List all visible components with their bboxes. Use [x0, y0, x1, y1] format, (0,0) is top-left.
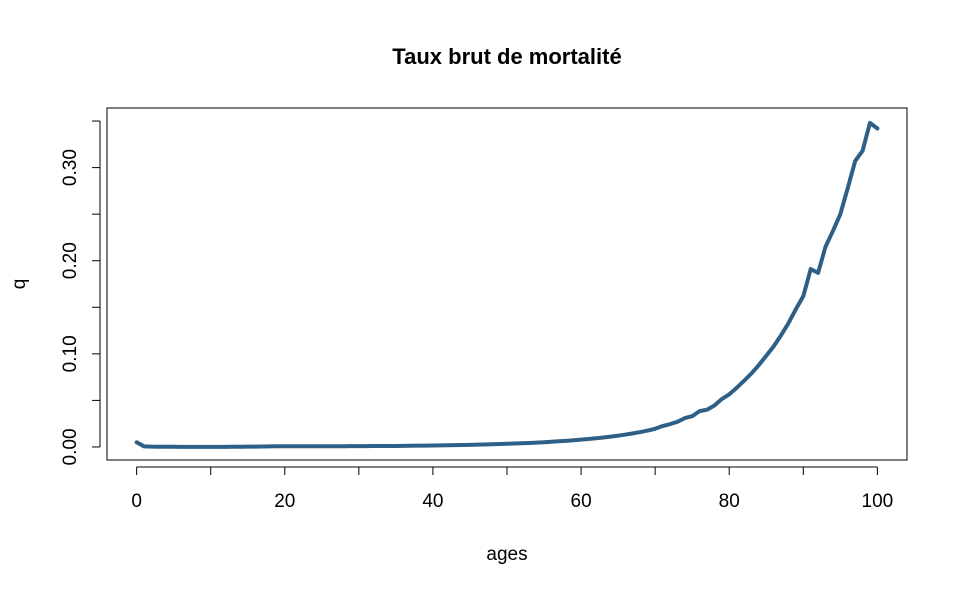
x-axis: 0 20 40 60 80 100: [131, 466, 894, 512]
x-tick-label: 20: [274, 491, 295, 512]
y-axis: 0.00 0.10 0.20 0.30: [60, 120, 101, 465]
x-tick-label: 60: [571, 491, 592, 512]
chart-title: Taux brut de mortalité: [392, 44, 621, 69]
y-tick-label: 0.20: [60, 242, 81, 279]
y-tick-label: 0.00: [60, 428, 81, 465]
y-axis-label: q: [9, 279, 30, 290]
x-tick-label: 100: [862, 491, 894, 512]
y-tick-label: 0.30: [60, 149, 81, 186]
y-tick-label: 0.10: [60, 335, 81, 372]
mortality-line: [134, 120, 880, 449]
x-tick-label: 0: [131, 491, 142, 512]
x-axis-label: ages: [486, 544, 527, 565]
x-tick-label: 40: [422, 491, 443, 512]
plot-frame: [106, 107, 908, 461]
x-tick-label: 80: [719, 491, 740, 512]
